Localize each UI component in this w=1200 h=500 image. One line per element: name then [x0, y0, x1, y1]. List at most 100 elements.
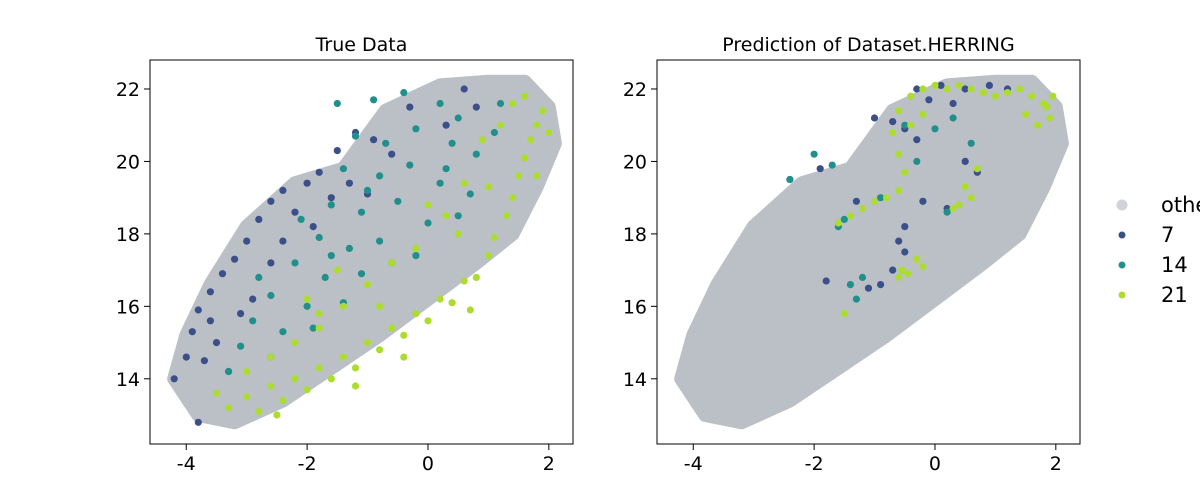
- scatter-point: [237, 342, 245, 350]
- scatter-point: [472, 103, 480, 111]
- scatter-point: [877, 281, 885, 289]
- scatter-point: [194, 306, 202, 314]
- y-tick-label: 18: [116, 224, 140, 246]
- scatter-point: [400, 331, 408, 339]
- scatter-point: [786, 175, 794, 184]
- scatter-point: [478, 136, 486, 144]
- scatter-point: [333, 147, 341, 155]
- y-tick-label: 14: [116, 369, 140, 391]
- scatter-point: [279, 328, 287, 336]
- scatter-point: [363, 281, 372, 289]
- scatter-point: [357, 208, 366, 216]
- scatter-point: [315, 324, 323, 332]
- x-tick-label: 0: [929, 453, 941, 475]
- scatter-point: [943, 208, 951, 216]
- chart-title: Prediction of Dataset.HERRING: [722, 34, 1014, 56]
- scatter-point: [822, 277, 830, 285]
- scatter-point: [448, 299, 456, 307]
- scatter-point: [363, 339, 372, 347]
- series-21: [212, 92, 553, 419]
- scatter-point: [466, 190, 474, 198]
- scatter-point: [267, 291, 275, 300]
- scatter-point: [508, 99, 517, 108]
- scatter-point: [388, 259, 396, 267]
- x-tick-label: -4: [177, 453, 196, 475]
- scatter-point: [919, 110, 927, 118]
- scatter-point: [327, 375, 335, 383]
- scatter-point: [231, 255, 239, 263]
- scatter-point: [255, 407, 263, 415]
- scatter-point: [846, 281, 855, 289]
- scatter-point: [436, 295, 444, 303]
- scatter-point: [870, 197, 879, 205]
- scatter-point: [901, 168, 909, 176]
- scatter-point: [1016, 85, 1024, 93]
- scatter-point: [309, 324, 317, 332]
- scatter-point: [828, 161, 836, 169]
- series-14: [225, 89, 505, 376]
- scatter-point: [382, 139, 390, 147]
- scatter-point: [889, 118, 897, 126]
- scatter-point: [901, 121, 909, 129]
- scatter-point: [460, 179, 468, 187]
- scatter-point: [484, 252, 492, 260]
- legend-marker: [1118, 291, 1126, 299]
- series-region: [674, 74, 1069, 430]
- scatter-point: [925, 96, 933, 104]
- scatter-point: [363, 186, 372, 194]
- scatter-point: [303, 295, 311, 303]
- scatter-point: [919, 197, 927, 205]
- scatter-point: [955, 201, 963, 209]
- scatter-point: [466, 306, 474, 314]
- scatter-point: [895, 237, 903, 245]
- scatter-point: [496, 99, 505, 108]
- scatter-point: [895, 186, 903, 194]
- scatter-point: [279, 186, 287, 194]
- scatter-point: [412, 125, 420, 133]
- scatter-point: [931, 81, 939, 89]
- scatter-point: [339, 302, 347, 310]
- scatter-point: [985, 81, 994, 89]
- scatter-point: [303, 179, 311, 187]
- scatter-point: [472, 150, 480, 158]
- scatter-point: [961, 85, 969, 93]
- legend-marker: [1118, 261, 1126, 269]
- legend-label: other: [1161, 193, 1200, 217]
- scatter-point: [297, 215, 305, 223]
- scatter-point: [327, 201, 335, 209]
- scatter-point: [816, 165, 824, 173]
- scatter-point: [225, 404, 233, 412]
- scatter-point: [200, 357, 208, 365]
- scatter-point: [901, 248, 909, 256]
- scatter-point: [412, 310, 420, 318]
- scatter-point: [1003, 89, 1012, 97]
- legend-item-7: 7: [1118, 223, 1174, 247]
- scatter-point: [424, 317, 432, 325]
- scatter-point: [243, 237, 251, 245]
- scatter-point: [834, 219, 842, 227]
- y-tick-label: 20: [623, 151, 647, 173]
- scatter-point: [515, 172, 523, 180]
- scatter-point: [846, 212, 855, 220]
- scatter-point: [194, 418, 202, 426]
- scatter-point: [490, 128, 498, 137]
- series-7: [786, 81, 1012, 292]
- scatter-point: [315, 310, 323, 318]
- scatter-point: [521, 154, 529, 162]
- scatter-point: [400, 89, 408, 97]
- scatter-point: [484, 183, 492, 191]
- legend-label: 14: [1161, 253, 1188, 277]
- scatter-point: [913, 136, 921, 144]
- scatter-point: [351, 364, 360, 372]
- scatter-point: [858, 273, 867, 281]
- scatter-point: [919, 85, 927, 93]
- scatter-point: [967, 194, 975, 202]
- scatter-point: [370, 96, 378, 104]
- scatter-point: [810, 150, 818, 158]
- scatter-point: [496, 121, 505, 129]
- scatter-point: [907, 121, 915, 129]
- scatter-point: [949, 204, 957, 213]
- scatter-point: [840, 310, 848, 318]
- scatter-point: [376, 237, 384, 245]
- scatter-point: [327, 252, 335, 260]
